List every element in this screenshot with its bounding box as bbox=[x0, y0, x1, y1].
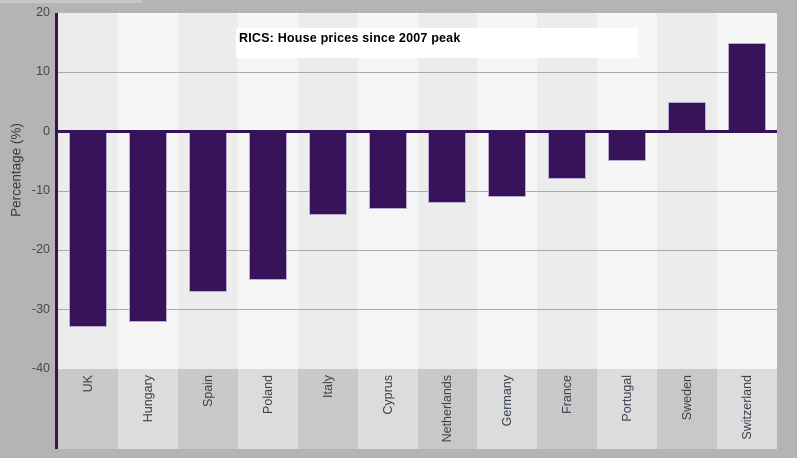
y-tick-label--20: -20 bbox=[31, 242, 50, 257]
x-label-spain: Spain bbox=[200, 375, 215, 407]
gridline-10 bbox=[58, 71, 777, 73]
x-label-cell-portugal: Portugal bbox=[597, 369, 658, 449]
x-axis-label-band: UK Hungary Spain Poland Italy Cyprus Netherlan… bbox=[58, 369, 778, 449]
bar-switzerland bbox=[728, 42, 767, 132]
bar-sweden bbox=[668, 102, 707, 132]
x-label-cyprus: Cyprus bbox=[380, 375, 395, 415]
y-tick-label--10: -10 bbox=[31, 183, 50, 197]
y-tick-label--40: -40 bbox=[31, 361, 50, 375]
gridline--40 bbox=[58, 368, 777, 369]
y-tick-label--30: -30 bbox=[31, 301, 50, 316]
zero-baseline bbox=[58, 130, 777, 134]
gridline--20 bbox=[58, 249, 777, 251]
plot-area: RICS: House prices since 2007 peak bbox=[58, 13, 777, 369]
chart-title-box: RICS: House prices since 2007 peak bbox=[236, 28, 638, 58]
bar-france bbox=[548, 131, 587, 180]
x-label-cell-sweden: Sweden bbox=[657, 369, 718, 449]
y-tick-label-0: 0 bbox=[43, 123, 50, 138]
bar-netherlands bbox=[428, 131, 467, 203]
bar-germany bbox=[488, 131, 527, 197]
x-label-portugal: Portugal bbox=[620, 375, 635, 422]
x-label-cell-uk: UK bbox=[58, 369, 118, 449]
x-label-switzerland: Switzerland bbox=[740, 375, 755, 440]
bar-portugal bbox=[608, 131, 647, 162]
x-label-italy: Italy bbox=[320, 375, 335, 398]
x-label-poland: Poland bbox=[260, 375, 275, 414]
gridline--10 bbox=[58, 190, 777, 192]
bar-cyprus bbox=[368, 131, 407, 209]
x-label-cell-poland: Poland bbox=[237, 369, 298, 449]
x-label-cell-netherlands: Netherlands bbox=[417, 369, 478, 449]
x-label-cell-italy: Italy bbox=[297, 369, 358, 449]
x-label-france: France bbox=[560, 375, 575, 414]
x-label-netherlands: Netherlands bbox=[440, 375, 455, 443]
window-edge-strip bbox=[0, 0, 142, 3]
x-label-cell-spain: Spain bbox=[177, 369, 238, 449]
bar-spain bbox=[188, 131, 227, 292]
gridline--30 bbox=[58, 309, 777, 311]
x-label-cell-hungary: Hungary bbox=[117, 369, 178, 449]
x-label-sweden: Sweden bbox=[680, 375, 695, 421]
x-label-germany: Germany bbox=[500, 375, 515, 427]
bar-hungary bbox=[128, 131, 167, 322]
x-label-uk: UK bbox=[80, 375, 95, 393]
y-tick-label-10: 10 bbox=[36, 64, 50, 79]
x-label-hungary: Hungary bbox=[140, 375, 155, 423]
x-label-cell-germany: Germany bbox=[477, 369, 538, 449]
x-label-cell-switzerland: Switzerland bbox=[717, 369, 778, 449]
y-tick-label-20: 20 bbox=[36, 5, 50, 19]
bar-poland bbox=[248, 131, 287, 280]
chart-title: RICS: House prices since 2007 peak bbox=[239, 31, 461, 45]
bar-uk bbox=[68, 131, 107, 328]
x-label-cell-france: France bbox=[537, 369, 598, 449]
bar-italy bbox=[308, 131, 347, 215]
y-axis-line bbox=[55, 13, 58, 449]
x-label-cell-cyprus: Cyprus bbox=[357, 369, 418, 449]
